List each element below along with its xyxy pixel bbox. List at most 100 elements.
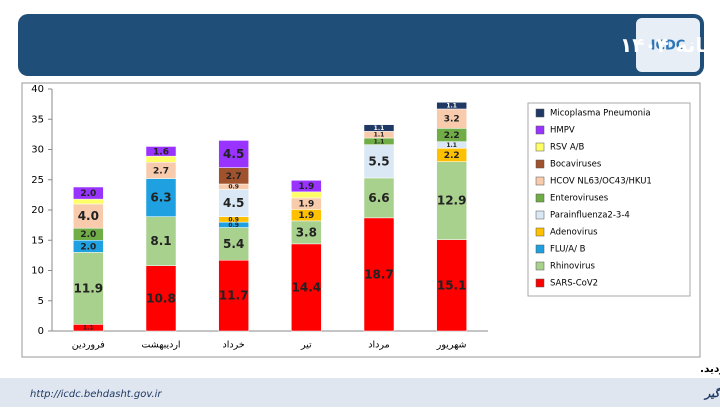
bar-segment (291, 191, 322, 199)
value-label: 6.6 (368, 191, 389, 205)
legend-swatch (535, 193, 545, 203)
legend-label: Rhinovirus (550, 262, 596, 272)
value-label: 4.5 (223, 147, 244, 161)
value-label: 0.9 (228, 222, 239, 229)
value-label: 5.4 (223, 237, 244, 251)
value-label: 2.7 (153, 166, 169, 176)
value-label: 1.1 (374, 132, 385, 139)
legend-label: Bocaviruses (550, 160, 602, 170)
value-label: 12.9 (437, 194, 467, 208)
value-label: 8.1 (150, 234, 171, 248)
legend-swatch (535, 125, 545, 135)
value-label: 11.7 (219, 289, 249, 303)
value-label: 1.1 (374, 125, 385, 132)
header-band (18, 14, 704, 76)
y-tick-label: 5 (38, 296, 44, 307)
bar-segment (145, 146, 177, 157)
value-label: 1.9 (298, 200, 314, 210)
y-tick-label: 20 (31, 205, 44, 216)
bar-segment (436, 239, 467, 332)
bar-segment (291, 243, 322, 332)
value-label: 15.1 (437, 278, 467, 292)
bar-segment (363, 144, 395, 179)
legend-label: RSV A/B (550, 143, 584, 153)
logo-box (636, 18, 700, 72)
value-label: 18.7 (364, 267, 394, 281)
bar-segment (218, 140, 249, 168)
bar-segment (363, 124, 395, 132)
bar-segment (363, 217, 395, 332)
value-label: 14.4 (292, 280, 322, 294)
value-label: 4.5 (223, 196, 244, 210)
value-label: 1.1 (446, 142, 457, 149)
x-tick-label: اردیبهشت (141, 340, 180, 351)
legend-label: HCOV NL63/OC43/HKU1 (550, 177, 652, 187)
bar-segment (218, 189, 249, 217)
y-tick-label: 10 (31, 266, 44, 277)
bar-segment (218, 227, 249, 261)
value-label: 2.2 (444, 131, 460, 141)
footer-band (0, 378, 720, 407)
legend-swatch (535, 261, 545, 271)
title: نتایج دیده وری چند پاتوژن تنفسی – مقایسه… (620, 33, 720, 58)
y-tick-label: 0 (38, 326, 44, 337)
bar-segment (73, 186, 104, 200)
value-label: 2.0 (80, 230, 96, 240)
x-tick-label: خرداد (223, 340, 245, 351)
note: نکته: در ۹۳ نمونه ارسالی در شهریور ماه، … (700, 362, 720, 375)
value-label: 10.8 (146, 291, 176, 305)
text-part: شناسایی گردید. (700, 362, 720, 375)
footer-org: مرکز مدیریت بیماری های واگیر (703, 386, 720, 400)
value-label: 1.9 (298, 211, 314, 221)
value-label: 2.2 (444, 151, 460, 161)
value-label: 4.0 (78, 209, 99, 223)
legend-swatch (535, 227, 545, 237)
value-label: 2.7 (226, 172, 242, 182)
x-tick-label: مرداد (368, 340, 389, 351)
chart-frame (21, 82, 701, 358)
value-label: 5.5 (368, 154, 389, 168)
bar-segment (73, 203, 104, 229)
y-tick-label: 30 (31, 145, 44, 156)
value-label: 11.9 (74, 281, 104, 295)
legend-swatch (535, 159, 545, 169)
legend-label: Adenovirus (550, 228, 598, 238)
x-tick-label: تیر (300, 340, 312, 351)
value-label: 6.3 (150, 191, 171, 205)
y-tick-label: 15 (31, 235, 44, 246)
bar-segment (291, 180, 322, 193)
bar-segment (218, 259, 249, 332)
y-tick-label: 35 (31, 114, 44, 125)
legend-label: HMPV (550, 126, 575, 136)
legend-swatch (535, 108, 545, 118)
y-tick-label: 40 (31, 84, 44, 95)
text-part: – مقایسه ماهانه ۱۴۰۴ (620, 33, 720, 57)
bar-segment (145, 216, 177, 266)
legend-swatch (535, 244, 545, 254)
value-label: 1.1 (446, 103, 457, 110)
legend-label: SARS-CoV2 (550, 279, 598, 289)
legend-swatch (535, 210, 545, 220)
bar-segment (73, 198, 104, 205)
value-label: 3.8 (296, 225, 317, 239)
value-label: 2.0 (80, 242, 96, 252)
bar-segment (436, 102, 467, 110)
legend-swatch (535, 142, 545, 152)
value-label: 0.9 (228, 216, 239, 223)
logo: ICDC (651, 39, 686, 54)
value-label: 0.9 (228, 184, 239, 191)
value-label: 1.1 (374, 138, 385, 145)
legend-label: Enteroviruses (550, 194, 609, 204)
bar-segment (73, 252, 104, 325)
x-tick-label: شهریور (436, 340, 467, 351)
value-label: 1.6 (153, 147, 169, 157)
value-label: 1.1 (83, 325, 94, 332)
y-tick-label: 25 (31, 175, 44, 186)
legend-label: FLU/A/ B (550, 245, 586, 255)
legend-label: Parainfluenza2-3-4 (550, 211, 630, 221)
bar-segment (436, 161, 467, 240)
value-label: 2.0 (80, 189, 96, 199)
bar-segment (145, 178, 177, 217)
